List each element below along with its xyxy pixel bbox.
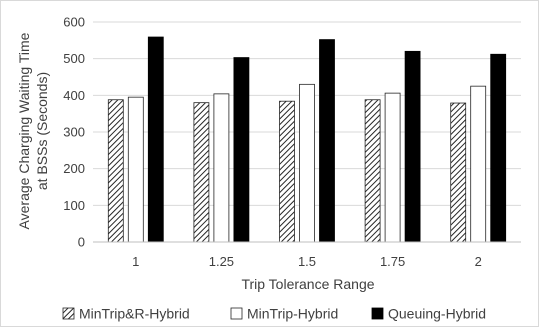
y-tick-label: 600 (63, 15, 85, 30)
legend-label: MinTrip-Hybrid (247, 306, 338, 322)
bar-queuing-hybrid-2 (490, 53, 507, 243)
bar-mintrip-r-hybrid-1_75 (364, 99, 381, 243)
y-tick-label: 400 (63, 88, 85, 103)
bar-mintrip-hybrid-1_25 (213, 93, 230, 243)
bar-mintrip-hybrid-1 (127, 96, 144, 243)
bar-mintrip-r-hybrid-1_25 (193, 102, 210, 243)
bar-mintrip-hybrid-1_5 (299, 83, 315, 243)
x-tick-label: 1.25 (209, 254, 234, 269)
bars (107, 36, 507, 243)
y-tick-label: 300 (63, 125, 85, 140)
legend-swatch (230, 307, 243, 320)
bar-queuing-hybrid-1_25 (233, 57, 250, 243)
bar-queuing-hybrid-1_75 (404, 50, 421, 243)
legend-swatch (371, 307, 384, 320)
x-tick-label: 1.5 (298, 254, 316, 269)
x-tick-label: 1.75 (380, 254, 405, 269)
y-axis-ticks: 0 100 200 300 400 500 600 (63, 15, 85, 250)
x-axis-ticks: 1 1.25 1.5 1.75 2 (132, 254, 482, 269)
y-axis-label-line-2: at BSSs (Seconds) (34, 72, 50, 190)
bar-queuing-hybrid-1_5 (319, 39, 335, 243)
y-tick-label: 500 (63, 51, 85, 66)
x-tick-label: 2 (475, 254, 482, 269)
bar-mintrip-r-hybrid-1_5 (279, 100, 295, 243)
x-axis-label: Trip Tolerance Range (241, 276, 374, 292)
bar-mintrip-r-hybrid-2 (450, 102, 467, 243)
legend-label: Queuing-Hybrid (388, 306, 486, 322)
legend-label: MinTrip&R-Hybrid (79, 306, 190, 322)
legend-swatch (62, 307, 75, 320)
y-tick-label: 100 (63, 198, 85, 213)
x-tick-label: 1 (132, 254, 139, 269)
y-axis-label-line-1: Average Charging Waiting Time (16, 32, 32, 229)
bar-mintrip-hybrid-2 (470, 85, 487, 243)
bar-mintrip-hybrid-1_75 (384, 92, 401, 243)
bar-mintrip-r-hybrid-1 (107, 99, 124, 243)
bar-queuing-hybrid-1 (147, 36, 164, 243)
y-tick-label: 200 (63, 161, 85, 176)
legend: MinTrip&R-Hybrid MinTrip-Hybrid Queuing-Hy… (62, 306, 486, 322)
y-tick-label: 0 (78, 235, 85, 250)
